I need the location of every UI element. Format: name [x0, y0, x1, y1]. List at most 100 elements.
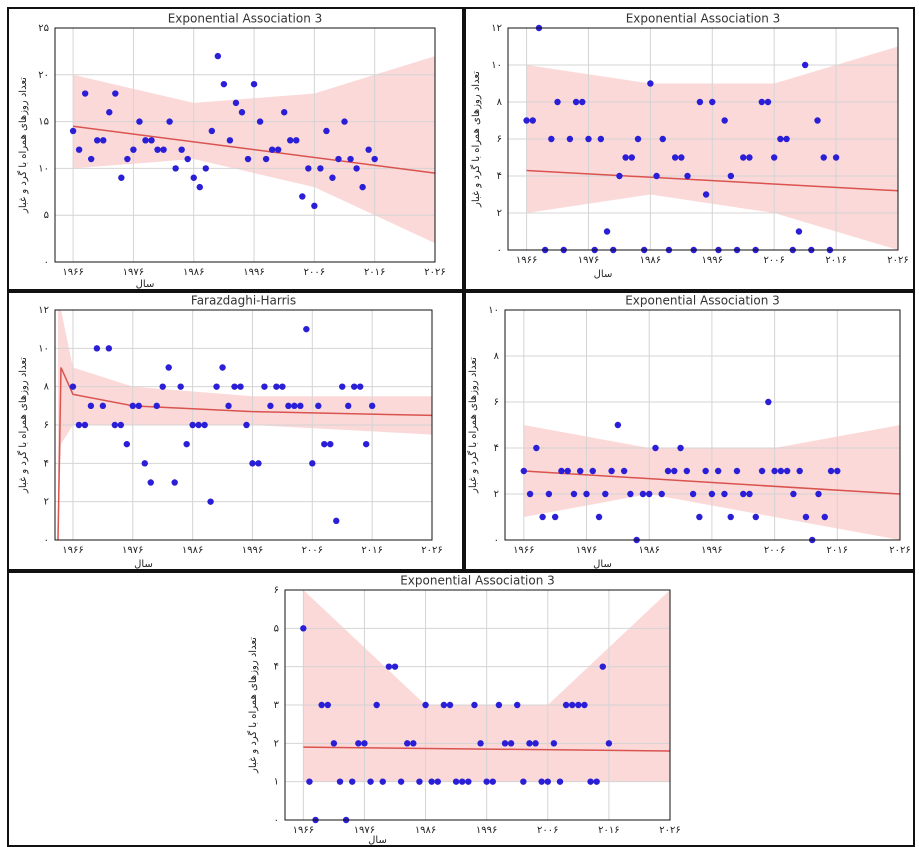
data-point: [759, 99, 765, 105]
x-tick-label: ۲۰۰۶: [537, 825, 558, 836]
data-point: [309, 460, 315, 466]
data-point: [154, 146, 160, 152]
data-point: [583, 491, 589, 497]
data-point: [703, 191, 709, 197]
data-point: [608, 468, 614, 474]
x-axis-label: سال: [134, 559, 153, 570]
data-point: [477, 740, 483, 746]
data-point: [70, 128, 76, 134]
plot: ۱۹۶۶۱۹۷۶۱۹۸۶۱۹۹۶۲۰۰۶۲۰۱۶۲۰۲۶۰۲۴۶۸۱۰۱۲Exp…: [470, 12, 909, 281]
x-tick-label: ۱۹۷۶: [122, 545, 143, 556]
data-point: [502, 740, 508, 746]
x-tick-label: ۱۹۹۶: [702, 255, 723, 266]
figure: ۱۹۶۶۱۹۷۶۱۹۸۶۱۹۹۶۲۰۰۶۲۰۱۶۲۰۲۶۰۵۱۰۱۵۲۰۲۵Ex…: [0, 0, 919, 847]
data-point: [112, 422, 118, 428]
data-point: [367, 778, 373, 784]
x-tick-label: ۲۰۲۶: [421, 545, 442, 556]
data-point: [771, 154, 777, 160]
data-point: [579, 99, 585, 105]
data-point: [593, 778, 599, 784]
data-point: [100, 403, 106, 409]
data-point: [822, 514, 828, 520]
data-point: [257, 118, 263, 124]
data-point: [709, 99, 715, 105]
data-point: [94, 137, 100, 143]
data-point: [263, 156, 269, 162]
data-point: [209, 128, 215, 134]
data-point: [734, 468, 740, 474]
data-point: [172, 165, 178, 171]
data-point: [88, 156, 94, 162]
x-tick-label: ۱۹۸۶: [640, 255, 661, 266]
data-point: [697, 99, 703, 105]
data-point: [834, 468, 840, 474]
data-point: [696, 514, 702, 520]
data-point: [585, 136, 591, 142]
chart-title: Exponential Association 3: [400, 574, 555, 588]
y-tick-label: ۶: [497, 134, 502, 145]
data-point: [728, 514, 734, 520]
data-point: [783, 136, 789, 142]
data-point: [279, 383, 285, 389]
x-tick-label: ۱۹۹۶: [701, 545, 722, 556]
data-point: [771, 468, 777, 474]
data-point: [325, 702, 331, 708]
data-point: [365, 146, 371, 152]
y-tick-label: ۵: [274, 623, 279, 634]
y-tick-label: ۸: [494, 351, 500, 362]
y-tick-label: ۱۲: [491, 23, 502, 34]
data-point: [191, 175, 197, 181]
data-point: [721, 117, 727, 123]
data-point: [124, 156, 130, 162]
x-tick-label: ۱۹۷۶: [576, 545, 597, 556]
data-point: [416, 778, 422, 784]
y-tick-label: ۲۰: [38, 70, 49, 81]
data-point: [690, 491, 696, 497]
data-point: [231, 383, 237, 389]
data-point: [569, 702, 575, 708]
data-point: [148, 479, 154, 485]
data-point: [106, 109, 112, 115]
data-point: [82, 422, 88, 428]
data-point: [373, 702, 379, 708]
x-tick-label: ۲۰۰۶: [764, 545, 785, 556]
data-point: [672, 154, 678, 160]
data-point: [317, 165, 323, 171]
data-point: [369, 403, 375, 409]
y-axis-label: تعداد روزهای همراه با گرد و غبار: [470, 71, 482, 208]
x-tick-label: ۱۹۹۶: [476, 825, 497, 836]
data-point: [740, 491, 746, 497]
data-point: [124, 441, 130, 447]
data-point: [659, 491, 665, 497]
data-point: [201, 422, 207, 428]
data-point: [275, 146, 281, 152]
data-point: [227, 137, 233, 143]
data-point: [652, 445, 658, 451]
data-point: [311, 203, 317, 209]
data-point: [428, 778, 434, 784]
data-point: [746, 154, 752, 160]
data-point: [606, 740, 612, 746]
data-point: [587, 778, 593, 784]
y-tick-label: ۳: [274, 700, 280, 711]
data-point: [112, 90, 118, 96]
data-point: [291, 403, 297, 409]
x-axis-label: سال: [593, 559, 612, 570]
x-tick-label: ۲۰۱۶: [361, 545, 382, 556]
data-point: [833, 154, 839, 160]
data-point: [76, 146, 82, 152]
data-point: [557, 778, 563, 784]
data-point: [635, 136, 641, 142]
y-tick-label: ۲: [44, 497, 49, 508]
y-tick-label: ۶: [274, 585, 279, 596]
y-tick-label: ۱۲: [38, 305, 49, 316]
data-point: [545, 778, 551, 784]
data-point: [684, 468, 690, 474]
x-tick-label: ۲۰۲۶: [424, 267, 445, 278]
data-point: [765, 399, 771, 405]
x-tick-label: ۱۹۸۶: [183, 267, 204, 278]
data-point: [709, 491, 715, 497]
y-tick-label: ۴: [44, 458, 49, 469]
data-point: [142, 460, 148, 466]
x-tick-label: ۱۹۷۶: [123, 267, 144, 278]
